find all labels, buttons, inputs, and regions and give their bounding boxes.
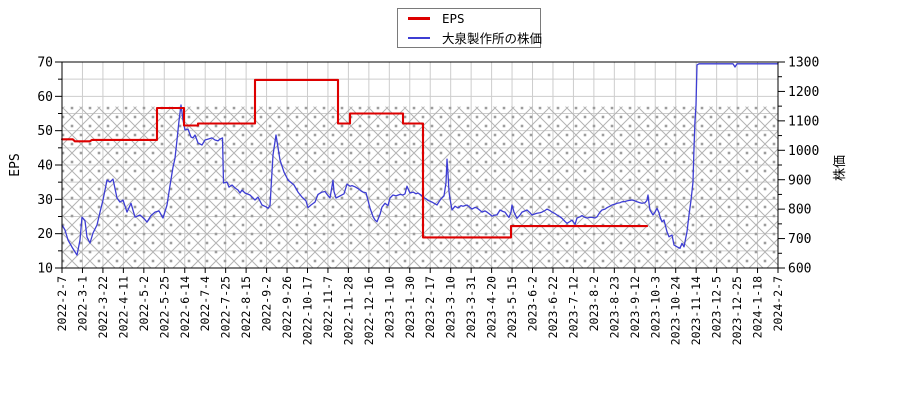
hatch-band bbox=[62, 106, 778, 268]
x-tick-label: 2023-8-2 bbox=[587, 276, 601, 331]
y-left-tick-label: 30 bbox=[37, 193, 53, 208]
x-tick-label: 2022-9-2 bbox=[260, 276, 274, 331]
legend-label-eps: EPS bbox=[442, 11, 465, 26]
y-left-tick-label: 70 bbox=[37, 56, 53, 71]
x-tick-label: 2022-5-25 bbox=[157, 276, 171, 338]
y-axis-title-left: EPS bbox=[8, 153, 23, 176]
y-right-tick-label: 600 bbox=[788, 262, 811, 277]
x-tick-label: 2023-9-12 bbox=[628, 276, 642, 338]
x-tick-label: 2022-3-1 bbox=[75, 276, 89, 331]
x-tick-label: 2023-3-10 bbox=[444, 276, 458, 338]
y-left-tick-label: 50 bbox=[37, 124, 53, 139]
y-left-tick-label: 10 bbox=[37, 262, 53, 277]
x-tick-label: 2022-9-26 bbox=[280, 276, 294, 338]
legend: EPS 大泉製作所の株価 bbox=[397, 8, 543, 48]
x-tick-label: 2023-8-23 bbox=[607, 276, 621, 338]
x-tick-label: 2022-4-11 bbox=[116, 276, 130, 338]
legend-item-stock-price: 大泉製作所の株価 bbox=[398, 29, 543, 47]
y-left-tick-label: 40 bbox=[37, 159, 53, 174]
x-tick-label: 2023-7-12 bbox=[566, 276, 580, 338]
x-tick-label: 2022-5-2 bbox=[137, 276, 151, 331]
x-tick-label: 2024-1-18 bbox=[751, 276, 765, 338]
x-tick-label: 2023-1-10 bbox=[382, 276, 396, 338]
x-tick-label: 2023-2-17 bbox=[423, 276, 437, 338]
legend-line-sample-eps bbox=[408, 17, 430, 20]
legend-item-eps: EPS bbox=[398, 10, 540, 28]
y-right-tick-label: 1000 bbox=[788, 144, 819, 159]
x-tick-label: 2023-4-20 bbox=[485, 276, 499, 338]
y-axis-title-right: 株価 bbox=[833, 155, 848, 181]
x-tick-label: 2023-12-25 bbox=[730, 276, 744, 345]
x-tick-label: 2023-1-30 bbox=[403, 276, 417, 338]
y-right-tick-label: 900 bbox=[788, 173, 811, 188]
x-tick-label: 2022-3-22 bbox=[96, 276, 110, 338]
x-tick-label: 2023-6-2 bbox=[526, 276, 540, 331]
y-left-tick-label: 20 bbox=[37, 227, 53, 242]
x-tick-label: 2022-10-17 bbox=[301, 276, 315, 345]
x-tick-label: 2023-10-24 bbox=[669, 276, 683, 345]
x-tick-label: 2022-11-28 bbox=[341, 276, 355, 345]
x-tick-label: 2023-11-14 bbox=[689, 276, 703, 345]
y-right-tick-label: 1200 bbox=[788, 85, 819, 100]
x-tick-label: 2023-3-31 bbox=[464, 276, 478, 338]
x-tick-label: 2022-2-7 bbox=[55, 276, 69, 331]
x-tick-label: 2023-12-5 bbox=[710, 276, 724, 338]
legend-line-sample-stock-price bbox=[408, 36, 430, 39]
y-right-tick-label: 1300 bbox=[788, 56, 819, 71]
series-line-eps bbox=[60, 78, 649, 239]
x-tick-label: 2022-8-15 bbox=[239, 276, 253, 338]
legend-label-stock-price: 大泉製作所の株価 bbox=[442, 31, 543, 46]
series-line-stock-price bbox=[61, 63, 779, 256]
y-left-tick-label: 60 bbox=[37, 90, 53, 105]
x-tick-label: 2022-11-7 bbox=[321, 276, 335, 338]
x-tick-label: 2023-5-15 bbox=[505, 276, 519, 338]
y-right-tick-label: 700 bbox=[788, 232, 811, 247]
x-tick-label: 2022-7-25 bbox=[219, 276, 233, 338]
x-tick-label: 2022-12-16 bbox=[362, 276, 376, 345]
x-tick-label: 2022-6-14 bbox=[178, 276, 192, 338]
x-tick-label: 2023-6-22 bbox=[546, 276, 560, 338]
x-tick-label: 2024-2-7 bbox=[771, 276, 785, 331]
x-tick-label: 2022-7-4 bbox=[198, 276, 212, 331]
x-tick-label: 2023-10-3 bbox=[648, 276, 662, 338]
y-right-tick-label: 800 bbox=[788, 203, 811, 218]
y-right-tick-label: 1100 bbox=[788, 114, 819, 129]
